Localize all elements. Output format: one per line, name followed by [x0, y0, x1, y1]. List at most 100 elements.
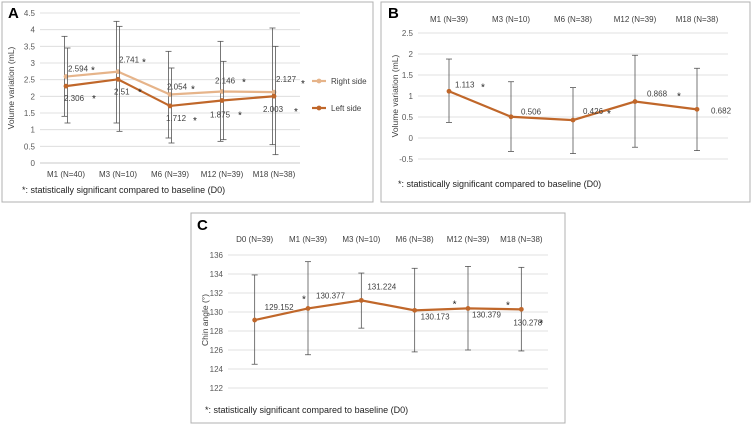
panel-a-data-label: 2.146: [215, 76, 236, 85]
panel-c-y-tick-label: 128: [210, 327, 224, 336]
panel-b-category-label: M12 (N=39): [614, 15, 657, 24]
panel-c-significance-star: *: [539, 318, 543, 329]
panel-c-data-label: 130.377: [316, 291, 345, 300]
panel-a-legend-label: Right side: [331, 77, 367, 86]
panel-b-y-tick-label: 2.5: [402, 29, 414, 38]
panel-c-y-tick-label: 130: [210, 308, 224, 317]
panel-b-data-point: [508, 114, 514, 120]
panel-a-data-label: 2.51: [114, 87, 130, 96]
panel-b-letter: B: [388, 5, 399, 22]
panel-c-y-axis-label: Chin angle (°): [200, 294, 210, 346]
panel-b-y-tick-label: 0.5: [402, 113, 414, 122]
panel-c-data-point: [358, 297, 364, 303]
panel-b-data-point: [446, 88, 452, 94]
panel-a-legend-marker: [316, 78, 322, 84]
panel-a-significance-star: *: [142, 58, 146, 69]
panel-b-data-label: 0.506: [521, 108, 542, 117]
panel-b-y-tick-label: 0: [409, 134, 414, 143]
panel-b-category-label: M1 (N=39): [430, 15, 468, 24]
panel-b-significance-star: *: [677, 92, 681, 103]
panel-a-data-point: [219, 98, 225, 103]
panel-c-y-tick-label: 124: [210, 365, 224, 374]
panel-a-data-point: [167, 103, 173, 109]
panel-a-category-label: M3 (N=10): [99, 170, 137, 179]
panel-a-significance-star: *: [138, 87, 142, 98]
panel-b-category-label: M3 (N=10): [492, 15, 530, 24]
panel-a-significance-star: *: [92, 94, 96, 105]
panel-a-data-point: [63, 83, 69, 89]
panel-b-data-label: 0.682: [711, 106, 732, 115]
panel-a-category-label: M6 (N=39): [151, 170, 189, 179]
panel-b-y-tick-label: 1.5: [402, 71, 414, 80]
panel-c-y-tick-label: 132: [210, 289, 224, 298]
panel-c-category-label: M6 (N=38): [396, 235, 434, 244]
panel-c-data-point: [518, 306, 524, 312]
panel-c-data-label: 130.278: [513, 318, 542, 327]
panel-c-data-point: [412, 307, 418, 313]
panel-a-y-tick-label: 1.5: [24, 109, 36, 118]
panel-a-data-point: [271, 93, 277, 99]
panel-c-data-point: [465, 305, 471, 311]
panel-c-category-label: M18 (N=38): [500, 235, 543, 244]
panel-b-y-tick-label: 1: [409, 92, 414, 101]
panel-a-data-label: 2.741: [119, 56, 140, 65]
panel-c-category-label: M3 (N=10): [342, 235, 380, 244]
panel-a-frame: [1, 1, 374, 203]
panel-a-category-label: M18 (N=38): [253, 170, 296, 179]
panel-a-footnote: *: statistically significant compared to…: [22, 185, 225, 195]
panel-c-frame: [190, 212, 566, 424]
panel-a-significance-star: *: [193, 116, 197, 127]
panel-c-footnote: *: statistically significant compared to…: [205, 405, 408, 415]
panel-a-significance-star: *: [301, 79, 305, 90]
panel-a-data-label: 2.127: [276, 75, 297, 84]
panel-c-y-tick-label: 134: [210, 270, 224, 279]
panel-a-category-label: M12 (N=39): [201, 170, 244, 179]
panel-a-y-tick-label: 4: [31, 26, 36, 35]
panel-a-y-axis-label: Volume variation (mL): [6, 46, 16, 129]
panel-c-significance-star: *: [453, 299, 457, 310]
panel-b-data-label: 0.868: [647, 90, 668, 99]
panel-a-data-label: 2.594: [68, 65, 89, 74]
panel-b-footnote: *: statistically significant compared to…: [398, 179, 601, 189]
panel-a-significance-star: *: [191, 85, 195, 96]
panel-b: B -0.5 0 0.5 1 1.5 2 2.5 Volume variation (mL) M…: [380, 1, 751, 203]
panel-a-data-label: 1.712: [166, 114, 187, 123]
panel-a-y-tick-label: 3.5: [24, 42, 36, 51]
panel-c-y-tick-label: 122: [210, 384, 224, 393]
panel-a-data-point: [115, 76, 121, 82]
panel-a-category-label: M1 (N=40): [47, 170, 85, 179]
panel-c-category-label: M1 (N=39): [289, 235, 327, 244]
panel-b-data-label: 1.113: [455, 80, 475, 89]
panel-a-data-label: 1.875: [210, 111, 231, 120]
panel-b-y-tick-label: 2: [409, 50, 414, 59]
panel-c-y-tick-label: 126: [210, 346, 224, 355]
panel-a-significance-star: *: [294, 107, 298, 118]
panel-a-y-tick-label: 0.5: [24, 142, 36, 151]
panel-c-data-point: [252, 317, 258, 323]
panel-c-data-label: 130.379: [472, 310, 501, 319]
panel-a-y-tick-label: 0: [31, 159, 36, 168]
panel-b-y-tick-label: -0.5: [399, 155, 413, 164]
panel-a-y-tick-label: 3: [31, 59, 36, 68]
panel-c-category-label: D0 (N=39): [236, 235, 273, 244]
panel-c-category-label: M12 (N=39): [447, 235, 490, 244]
panel-b-plot: -0.5 0 0.5 1 1.5 2 2.5 Volume variation (mL) M1 …: [390, 15, 732, 164]
panel-a-y-tick-label: 2: [31, 92, 36, 101]
panel-c-significance-star: *: [506, 300, 510, 311]
panel-c-data-label: 131.224: [367, 282, 396, 291]
panel-a-data-label: 2.054: [167, 83, 188, 92]
panel-b-category-label: M6 (N=38): [554, 15, 592, 24]
panel-a-y-tick-label: 4.5: [24, 9, 36, 18]
panel-c-series-line: [254, 299, 522, 322]
panel-a-data-label: 2.306: [64, 94, 85, 103]
panel-b-frame: [380, 1, 751, 203]
panel-b-data-label: 0.426: [583, 107, 604, 116]
panel-b-data-point: [694, 106, 700, 112]
panel-a-legend-label: Left side: [331, 104, 362, 113]
panel-c-letter: C: [197, 217, 208, 234]
panel-a-y-tick-label: 2.5: [24, 76, 36, 85]
panel-b-significance-star: *: [481, 82, 485, 93]
panel-c-plot: 122 124 126 128 130 132 134 136 Chin angle (°) D0…: [200, 235, 548, 393]
panel-a-significance-star: *: [238, 111, 242, 122]
